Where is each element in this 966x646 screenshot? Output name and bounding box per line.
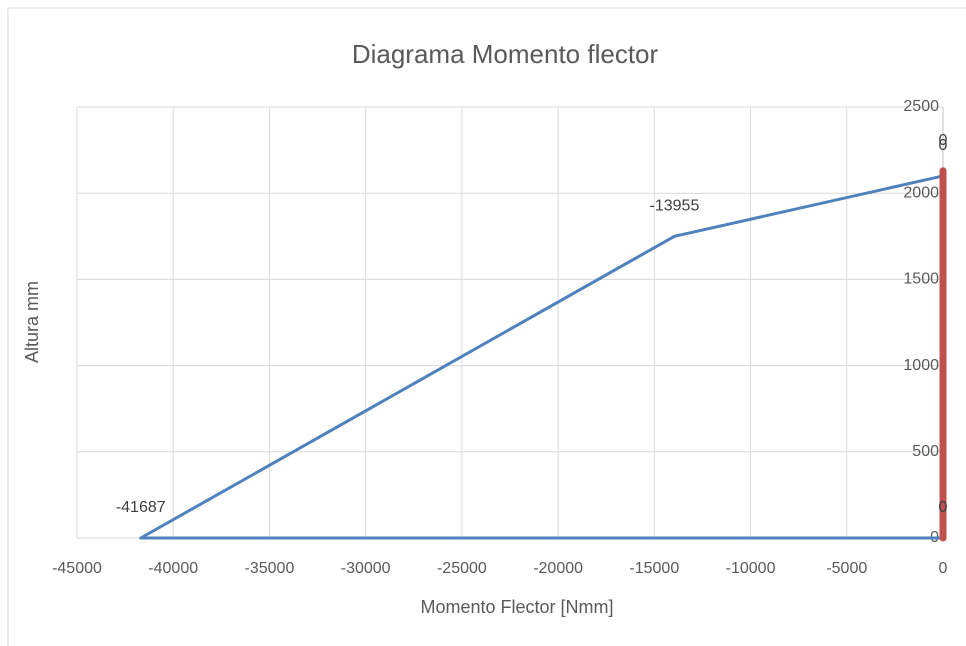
x-tick-label: -35000	[245, 560, 295, 577]
x-tick-label: -40000	[148, 560, 198, 577]
x-tick-label: -45000	[52, 560, 102, 577]
y-tick-label: 2000	[903, 184, 939, 201]
data-label: 0	[939, 137, 948, 154]
data-label: 0	[939, 132, 948, 149]
x-tick-label: -15000	[629, 560, 679, 577]
y-tick-label: 500	[912, 443, 939, 460]
x-tick-label: -5000	[826, 560, 867, 577]
chart-title: Diagrama Momento flector	[352, 39, 659, 69]
y-tick-label: 1500	[903, 271, 939, 288]
data-label: -13955	[650, 198, 700, 215]
series-line	[139, 174, 944, 540]
x-tick-label: -30000	[341, 560, 391, 577]
x-axis-label: Momento Flector [Nmm]	[420, 597, 613, 617]
data-label: 0	[939, 499, 948, 516]
data-label: -41687	[116, 499, 166, 516]
chart-frame	[7, 7, 966, 646]
data-label: 0	[939, 499, 948, 516]
x-tick-label: -10000	[726, 560, 776, 577]
x-tick-label: -20000	[533, 560, 583, 577]
x-tick-label: -25000	[437, 560, 487, 577]
y-tick-label: 2500	[903, 98, 939, 115]
x-tick-label: 0	[939, 560, 948, 577]
y-axis-label: Altura mm	[22, 281, 42, 363]
y-tick-label: 1000	[903, 357, 939, 374]
